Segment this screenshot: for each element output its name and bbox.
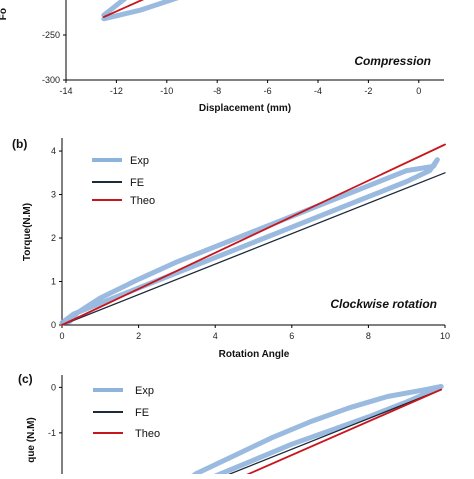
x-tick-label: 0 (416, 86, 421, 96)
y-axis-label: Torque(N.M) (22, 203, 33, 261)
ticks: -14-12-10-8-6-4-20-200-250-300 (42, 30, 421, 96)
y-tick-label: 0 (51, 320, 56, 330)
series-theo (61, 143, 446, 326)
panel-label: (c) (18, 372, 33, 386)
plot-area (101, 0, 179, 22)
y-tick-label: -300 (42, 75, 60, 85)
x-axis-label: Displacement (mm) (199, 103, 291, 114)
x-tick-label: -14 (59, 86, 72, 96)
legend-label-theo: Theo (130, 195, 155, 207)
x-tick-label: -8 (213, 86, 221, 96)
y-tick-label: 0 (51, 382, 56, 392)
series-fe (215, 388, 442, 479)
panel-b: (b) Torque(N.M) Rotation Angle Clockwise… (12, 137, 450, 360)
y-tick-label: 3 (51, 190, 56, 200)
series-theo (102, 0, 145, 18)
x-tick-label: 2 (136, 331, 141, 341)
x-tick-label: 0 (59, 331, 64, 341)
ticks: 0-1-2 (48, 382, 62, 479)
x-tick-label: -4 (314, 86, 322, 96)
plot-area (59, 143, 446, 326)
x-tick-label: -2 (364, 86, 372, 96)
legend-label-fe: FE (135, 407, 149, 419)
x-tick-label: -6 (264, 86, 272, 96)
panel-a: Fo Displacement (mm) Compression -14 -12 -… (0, 0, 444, 114)
legend: Exp FE Theo (92, 155, 155, 207)
series-exp (59, 157, 440, 326)
ticks: 0 2 4 6 8 10 0 1 2 3 4 (51, 146, 450, 341)
y-axis-label: Fo (0, 8, 9, 20)
legend-label-theo: Theo (135, 428, 160, 440)
x-axis-label: Rotation Angle (219, 349, 290, 360)
x-tick-label: -10 (160, 86, 173, 96)
x-tick-label: 8 (366, 331, 371, 341)
y-tick-label: -1 (48, 428, 56, 438)
x-tick-label: 4 (213, 331, 218, 341)
y-tick-label: 2 (51, 233, 56, 243)
series-fe (61, 172, 446, 326)
legend-label-exp: Exp (130, 155, 149, 167)
annotation: Clockwise rotation (330, 297, 437, 311)
legend: Exp FE Theo (93, 385, 160, 440)
y-tick-label: 4 (51, 146, 56, 156)
y-tick-label: -250 (42, 30, 60, 40)
plot-area (183, 384, 444, 479)
legend-label-exp: Exp (135, 385, 154, 397)
panel-c: (c) que (N.M) 0-1-2 Exp FE Theo (18, 372, 444, 479)
annotation: Compression (354, 54, 431, 68)
x-tick-label: 10 (440, 331, 450, 341)
legend-label-fe: FE (130, 177, 144, 189)
series-exp (101, 0, 179, 22)
y-axis-label: que (N.M) (26, 417, 37, 463)
y-tick-label: 1 (51, 277, 56, 287)
x-tick-label: 6 (289, 331, 294, 341)
x-tick-label: -12 (110, 86, 123, 96)
series-exp (183, 384, 444, 479)
panel-label: (b) (12, 137, 27, 151)
